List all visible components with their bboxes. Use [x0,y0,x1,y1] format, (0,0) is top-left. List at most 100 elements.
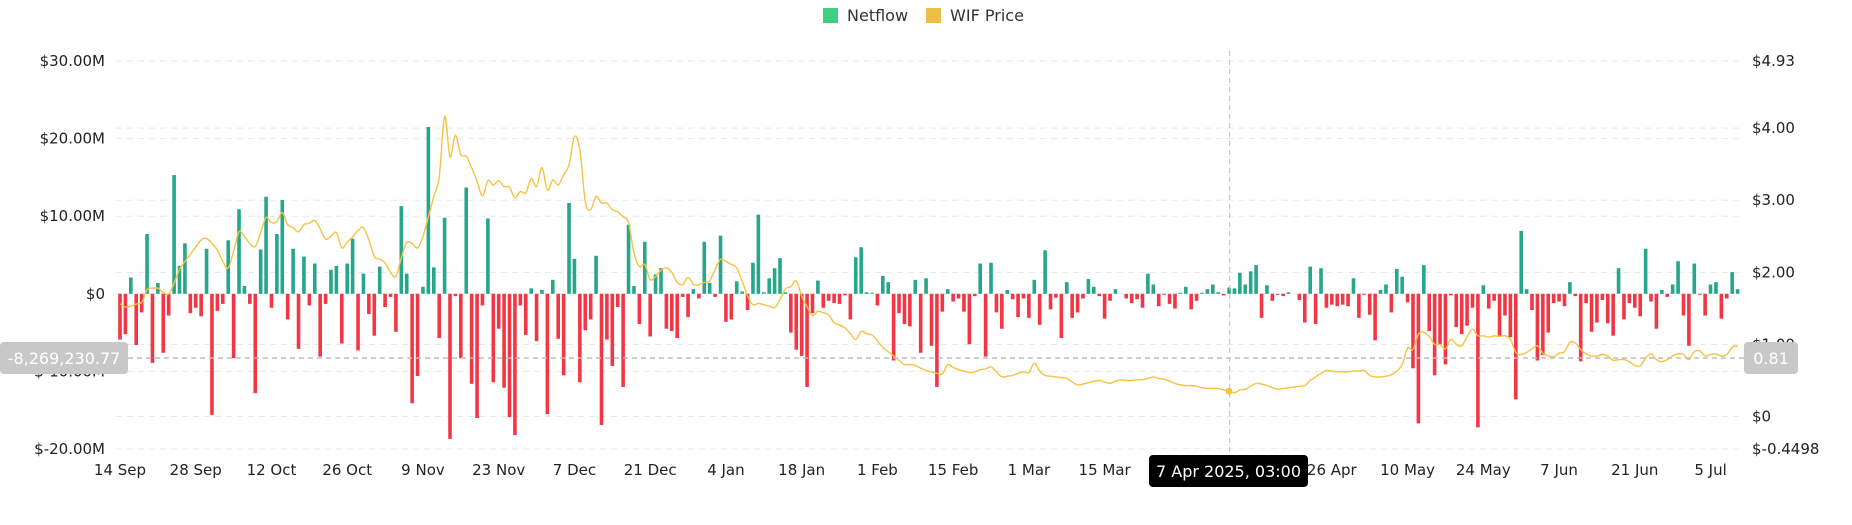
netflow-bar-negative[interactable] [1075,293,1080,313]
netflow-bar-negative[interactable] [150,293,155,363]
netflow-bar-positive[interactable] [1043,250,1047,294]
netflow-bar-positive[interactable] [924,278,928,294]
netflow-bar-negative[interactable] [1697,293,1702,295]
netflow-bar-positive[interactable] [442,217,447,294]
netflow-bar-negative[interactable] [583,293,588,331]
netflow-bar-positive[interactable] [1086,279,1091,294]
netflow-bar-positive[interactable] [978,263,982,294]
netflow-bar-positive[interactable] [1005,289,1010,294]
netflow-bar-negative[interactable] [972,293,977,297]
netflow-bar-negative[interactable] [675,293,680,339]
netflow-bar-negative[interactable] [1486,293,1491,309]
netflow-bar-negative[interactable] [296,293,301,349]
netflow-bar-negative[interactable] [1102,293,1107,319]
netflow-bar-negative[interactable] [507,293,512,418]
netflow-bar-positive[interactable] [291,248,295,294]
netflow-bar-negative[interactable] [967,293,972,345]
netflow-bar-positive[interactable] [361,273,366,294]
netflow-bar-negative[interactable] [523,293,528,335]
netflow-bar-negative[interactable] [356,293,360,351]
netflow-bar-negative[interactable] [1367,293,1372,315]
netflow-bar-positive[interactable] [1730,272,1734,294]
netflow-bar-positive[interactable] [334,265,339,294]
netflow-bar-negative[interactable] [1000,293,1004,329]
netflow-bar-negative[interactable] [1027,293,1031,318]
legend-item-netflow[interactable]: Netflow [823,6,908,25]
netflow-bar-negative[interactable] [1438,293,1442,345]
netflow-bar-positive[interactable] [312,263,317,294]
netflow-bar-negative[interactable] [307,293,312,306]
netflow-bar-positive[interactable] [1254,265,1258,294]
netflow-bar-positive[interactable] [870,292,874,294]
netflow-bar-negative[interactable] [1427,293,1432,332]
netflow-bar-negative[interactable] [469,293,474,384]
netflow-bar-positive[interactable] [302,256,306,294]
netflow-bar-negative[interactable] [1633,293,1637,308]
netflow-bar-negative[interactable] [1470,293,1475,308]
netflow-bar-positive[interactable] [632,286,636,294]
netflow-bar-negative[interactable] [1340,293,1345,305]
netflow-bar-negative[interactable] [1600,293,1605,301]
netflow-bar-negative[interactable] [1362,293,1367,295]
netflow-bar-negative[interactable] [231,293,236,359]
netflow-bar-negative[interactable] [496,293,501,329]
netflow-bar-positive[interactable] [1660,289,1664,294]
netflow-bar-positive[interactable] [404,273,409,294]
netflow-bar-negative[interactable] [918,293,923,353]
netflow-bar-positive[interactable] [421,286,425,294]
netflow-bar-negative[interactable] [680,293,685,297]
netflow-bar-negative[interactable] [1562,293,1567,307]
netflow-bar-negative[interactable] [1194,293,1199,301]
netflow-bar-positive[interactable] [1708,284,1713,294]
netflow-bar-negative[interactable] [1097,293,1102,297]
netflow-bar-negative[interactable] [220,293,225,304]
netflow-bar-positive[interactable] [1735,289,1740,294]
netflow-bar-negative[interactable] [1324,293,1329,308]
netflow-bar-negative[interactable] [1492,293,1496,301]
netflow-bar-positive[interactable] [183,243,187,294]
netflow-bar-negative[interactable] [1476,293,1480,428]
netflow-bar-negative[interactable] [848,293,853,320]
netflow-bar-positive[interactable] [275,234,279,294]
netflow-bar-negative[interactable] [821,293,826,308]
netflow-bar-negative[interactable] [1070,293,1074,318]
netflow-bar-positive[interactable] [1568,282,1572,294]
netflow-bar-negative[interactable] [1541,293,1545,356]
netflow-bar-positive[interactable] [1384,284,1388,294]
netflow-bar-positive[interactable] [1422,265,1426,294]
netflow-bar-negative[interactable] [621,293,625,387]
netflow-bar-positive[interactable] [1308,266,1312,294]
netflow-bar-positive[interactable] [464,187,469,294]
netflow-bar-negative[interactable] [513,293,517,436]
netflow-bar-negative[interactable] [134,293,139,346]
netflow-bar-negative[interactable] [1573,293,1578,297]
netflow-bar-negative[interactable] [1135,293,1139,300]
netflow-bar-negative[interactable] [1259,293,1264,318]
netflow-bar-negative[interactable] [285,293,290,320]
netflow-bar-negative[interactable] [199,293,203,317]
netflow-bar-negative[interactable] [502,293,506,388]
netflow-bar-negative[interactable] [1081,293,1085,299]
netflow-bar-positive[interactable] [540,289,544,294]
netflow-bar-negative[interactable] [599,293,604,425]
netflow-bar-positive[interactable] [1113,289,1118,294]
netflow-bar-positive[interactable] [751,262,755,294]
netflow-bar-negative[interactable] [588,293,593,320]
netflow-bar-positive[interactable] [1092,286,1096,294]
netflow-bar-negative[interactable] [805,293,809,387]
netflow-bar-positive[interactable] [1200,292,1204,294]
netflow-bar-positive[interactable] [258,249,263,294]
netflow-bar-positive[interactable] [204,248,209,294]
netflow-bar-negative[interactable] [1346,293,1350,307]
netflow-bar-negative[interactable] [1611,293,1615,336]
netflow-bar-positive[interactable] [177,265,182,294]
netflow-bar-negative[interactable] [897,293,901,314]
netflow-bar-negative[interactable] [713,293,717,297]
netflow-bar-negative[interactable] [1156,293,1161,307]
netflow-bar-negative[interactable] [1335,293,1340,307]
netflow-bar-negative[interactable] [248,293,252,304]
netflow-bar-negative[interactable] [1411,293,1415,369]
netflow-bar-negative[interactable] [410,293,414,404]
netflow-bar-positive[interactable] [172,175,176,294]
netflow-bar-negative[interactable] [1605,293,1610,324]
